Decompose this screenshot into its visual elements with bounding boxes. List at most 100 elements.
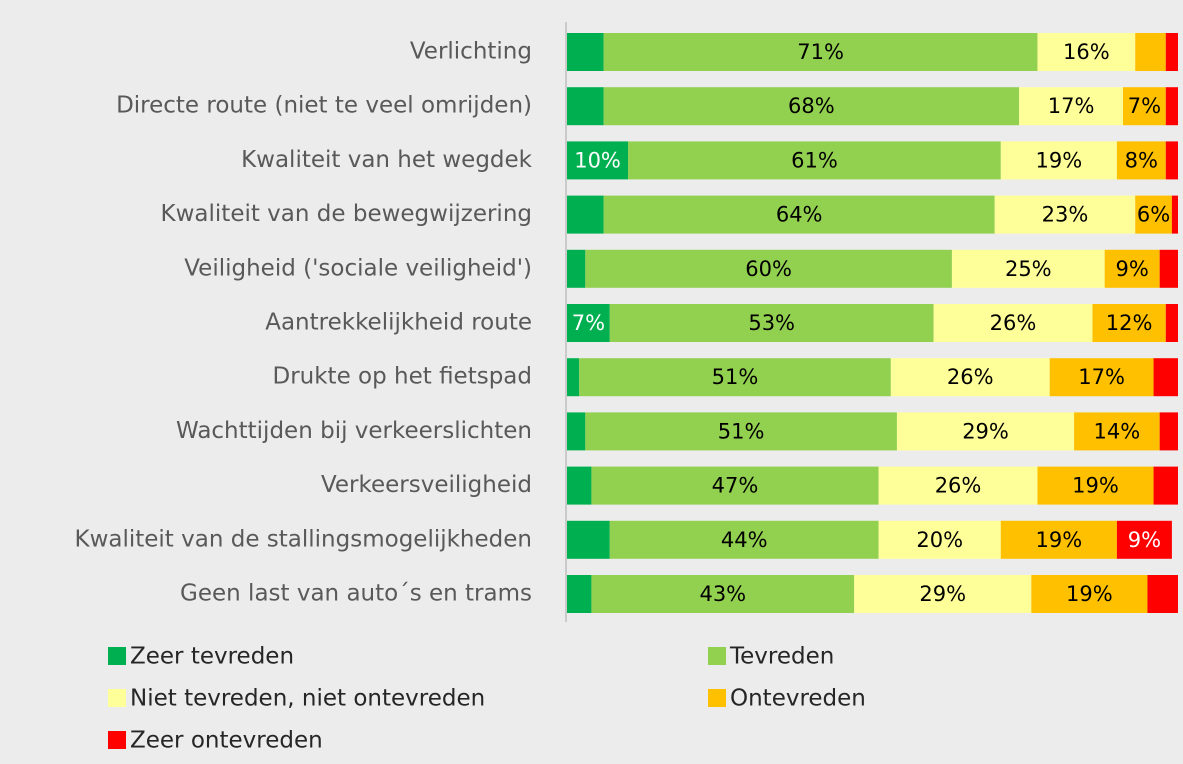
bar-segment [1019, 87, 1124, 126]
bar-segment [1104, 249, 1160, 288]
bar-segment [567, 358, 580, 397]
bar-segment [567, 520, 610, 559]
bar-segment [603, 195, 995, 234]
bar-segment [1092, 304, 1166, 342]
data-label: 68% [788, 94, 835, 118]
bar-segment [591, 575, 855, 613]
data-label: 47% [712, 474, 759, 498]
category-label: Geen last van auto´s en trams [180, 581, 532, 607]
data-label: 19% [1036, 148, 1083, 172]
bar-segment [1037, 466, 1154, 505]
bar-segment [1000, 141, 1117, 180]
data-label: 9% [1128, 528, 1161, 552]
legend-label: Zeer tevreden [130, 644, 294, 670]
bar-segment [1165, 87, 1178, 126]
legend-label: Niet tevreden, niet ontevreden [130, 686, 485, 712]
bar-segment [603, 33, 1038, 71]
bar-segment [1159, 412, 1178, 451]
data-label: 64% [776, 203, 823, 227]
bar-segment [1171, 195, 1178, 234]
bar-segment [1165, 304, 1178, 342]
bar-segment [1000, 520, 1117, 559]
bar-segment [1135, 33, 1166, 71]
data-label: 44% [721, 528, 768, 552]
bar-segment [1116, 520, 1172, 559]
bar-segment [585, 249, 952, 288]
data-label: 6% [1137, 203, 1170, 227]
category-label: Kwaliteit van het wegdek [241, 147, 533, 173]
legend-swatch [108, 689, 126, 707]
bar-segment [994, 195, 1136, 234]
data-label: 19% [1036, 528, 1083, 552]
data-label: 17% [1048, 94, 1095, 118]
bar-segment [890, 358, 1050, 397]
bar-segment [878, 520, 1001, 559]
data-label: 61% [791, 148, 838, 172]
data-label: 8% [1125, 148, 1158, 172]
data-label: 60% [745, 257, 792, 281]
bar-segment [951, 249, 1105, 288]
bar-segment [1165, 33, 1178, 71]
bar-segment [609, 304, 934, 342]
category-label: Kwaliteit van de bewegwijzering [161, 201, 532, 227]
category-label: Veiligheid ('sociale veiligheid') [184, 255, 532, 281]
data-label: 26% [990, 311, 1037, 335]
bar-segment [1049, 358, 1154, 397]
bar-segment [591, 466, 879, 505]
data-label: 53% [748, 311, 795, 335]
data-label: 12% [1106, 311, 1153, 335]
category-label: Directe route (niet te veel omrijden) [116, 93, 532, 119]
legend-swatch [708, 689, 726, 707]
bar-segment [933, 304, 1093, 342]
bar-segment [567, 466, 592, 505]
bar-segment [567, 249, 586, 288]
bar-segment [896, 412, 1075, 451]
bar-segment [585, 412, 897, 451]
legend-swatch [108, 647, 126, 665]
bar-segment [1031, 575, 1148, 613]
category-label: Verkeersveiligheid [321, 472, 532, 498]
data-label: 23% [1042, 203, 1089, 227]
bar-segment [567, 575, 592, 613]
bar-segment [1135, 195, 1172, 234]
legend-swatch [708, 647, 726, 665]
category-label: Drukte op het fietspad [272, 364, 532, 390]
bar-segment [1165, 141, 1178, 180]
bar-segment [579, 358, 891, 397]
bar-segment [1147, 575, 1178, 613]
data-label: 43% [699, 582, 746, 606]
bar-segment [628, 141, 1001, 180]
bar-segment [1159, 249, 1178, 288]
data-label: 29% [919, 582, 966, 606]
data-label: 9% [1116, 257, 1149, 281]
data-label: 51% [712, 365, 759, 389]
data-label: 25% [1005, 257, 1052, 281]
category-label: Wachttijden bij verkeerslichten [176, 418, 532, 444]
data-label: 51% [718, 419, 765, 443]
data-label: 10% [574, 148, 621, 172]
data-label: 19% [1072, 474, 1119, 498]
data-label: 7% [572, 311, 605, 335]
bar-segment [1153, 358, 1178, 397]
bar-segment [567, 141, 629, 180]
bar-segment [854, 575, 1032, 613]
category-label: Aantrekkelijkheid route [265, 310, 532, 336]
legend-label: Tevreden [729, 644, 834, 670]
bar-segment [603, 87, 1020, 126]
data-label: 17% [1078, 365, 1125, 389]
data-label: 26% [935, 474, 982, 498]
category-label: Verlichting [410, 39, 532, 65]
bar-segment [1153, 466, 1178, 505]
legend-label: Ontevreden [730, 686, 866, 712]
data-label: 16% [1063, 40, 1110, 64]
legend-label: Zeer ontevreden [130, 728, 323, 754]
data-label: 29% [962, 419, 1009, 443]
data-label: 19% [1066, 582, 1113, 606]
bar-segment [878, 466, 1038, 505]
data-label: 71% [797, 40, 844, 64]
data-label: 20% [916, 528, 963, 552]
data-label: 14% [1094, 419, 1141, 443]
data-label: 26% [947, 365, 994, 389]
category-label: Kwaliteit van de stallingsmogelijkheden [74, 526, 532, 552]
